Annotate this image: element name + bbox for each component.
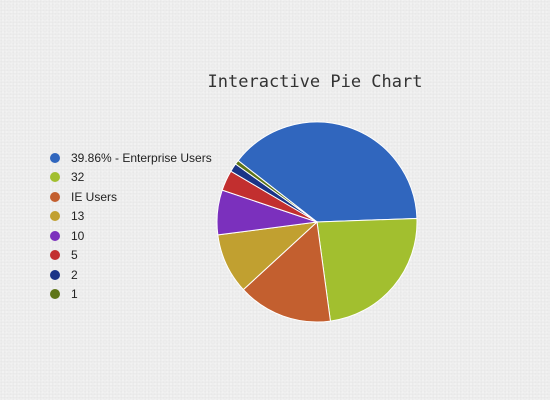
legend-item[interactable]: 10 (50, 226, 212, 246)
legend-label: 1 (71, 287, 78, 302)
legend-item[interactable]: 2 (50, 265, 212, 285)
chart-title: Interactive Pie Chart (207, 72, 423, 92)
legend-label: 32 (71, 170, 85, 185)
legend-swatch (50, 289, 60, 300)
legend-swatch (50, 172, 60, 183)
legend-swatch (50, 211, 60, 222)
legend: 39.86% - Enterprise Users 32 IE Users 13 10 5… (50, 148, 212, 304)
pie-slice[interactable] (234, 159, 318, 223)
pie-slice[interactable] (242, 220, 331, 323)
legend-label: IE Users (71, 189, 118, 204)
legend-item[interactable]: 1 (50, 285, 212, 305)
legend-swatch (50, 269, 60, 280)
legend-swatch (50, 152, 60, 163)
legend-item[interactable]: IE Users (50, 187, 212, 207)
legend-label: 13 (71, 209, 85, 224)
legend-label: 2 (71, 267, 78, 282)
legend-item[interactable]: 39.86% - Enterprise Users (50, 148, 212, 168)
legend-label: 10 (71, 228, 85, 243)
legend-swatch (50, 250, 60, 261)
pie-slice[interactable] (316, 217, 418, 322)
legend-item[interactable]: 13 (50, 207, 212, 227)
legend-label: 5 (71, 248, 78, 263)
legend-swatch (50, 230, 60, 241)
legend-swatch (50, 191, 60, 202)
legend-item[interactable]: 32 (50, 168, 212, 188)
legend-label: 39.86% - Enterprise Users (71, 150, 212, 165)
pie-slice[interactable] (237, 121, 418, 223)
legend-item[interactable]: 5 (50, 246, 212, 266)
